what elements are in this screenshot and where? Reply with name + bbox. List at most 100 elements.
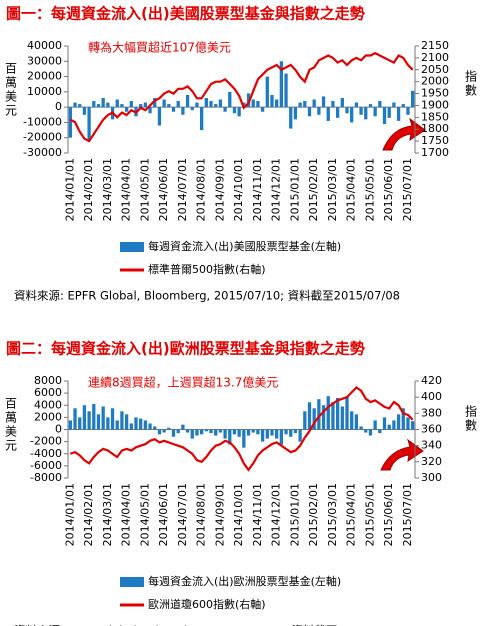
bar — [326, 396, 330, 430]
x-tick-label: 2014/02/01 — [82, 483, 95, 546]
bar — [124, 414, 129, 430]
bar — [223, 107, 227, 112]
bar — [148, 423, 152, 430]
bar — [303, 101, 307, 108]
y-tick-label: -4000 — [30, 447, 62, 460]
bar — [265, 76, 269, 108]
x-tick-label: 2015/04/01 — [345, 483, 358, 546]
bar — [228, 429, 232, 445]
x-tick-label: 2014/04/01 — [120, 483, 133, 546]
legend-label: 每週資金流入(出)美國股票型基金(左軸) — [148, 239, 341, 253]
chart-title: 圖一：每週資金流入(出)美國股票型基金與指數之走勢 — [6, 5, 365, 23]
bar — [181, 424, 185, 430]
bar — [354, 414, 359, 430]
bar — [335, 107, 340, 118]
bar — [354, 102, 359, 108]
bar — [209, 429, 213, 434]
x-tick-label: 2014/01/01 — [63, 483, 76, 546]
bar — [120, 104, 124, 108]
bar — [96, 104, 101, 108]
bar — [143, 420, 148, 430]
y2-axis-label: 指數 — [464, 69, 478, 98]
bar — [364, 107, 368, 120]
bar — [364, 429, 368, 433]
bar — [359, 426, 363, 430]
bar — [275, 429, 279, 439]
y-tick-label: 40000 — [27, 39, 62, 52]
bar — [181, 107, 185, 115]
bar — [176, 101, 180, 108]
bar — [185, 429, 190, 433]
bar — [223, 429, 227, 439]
bar — [242, 102, 246, 108]
bar — [78, 417, 82, 430]
bar — [265, 429, 269, 439]
bar — [335, 397, 340, 430]
bar — [129, 423, 133, 430]
bar — [237, 107, 241, 117]
bar — [317, 399, 321, 430]
y2-tick-label: 400 — [421, 390, 442, 403]
bar — [289, 107, 293, 129]
bar — [167, 104, 171, 108]
bar — [378, 101, 382, 108]
bar — [190, 107, 194, 111]
bar — [411, 90, 415, 108]
x-tick-label: 2014/11/01 — [251, 483, 264, 546]
x-tick-label: 2014/09/01 — [213, 158, 226, 221]
bar — [73, 408, 77, 430]
bar — [401, 104, 405, 108]
legend-label: 每週資金流入(出)歐洲股票型基金(左軸) — [148, 574, 341, 588]
y2-tick-label: 1700 — [421, 146, 449, 159]
bar — [312, 408, 316, 430]
bar — [115, 99, 119, 108]
bar — [246, 429, 251, 436]
bar — [359, 107, 363, 115]
bar — [345, 396, 349, 430]
x-tick-label: 2014/07/01 — [176, 483, 189, 546]
bar — [195, 429, 199, 436]
y2-axis-label: 指數 — [464, 404, 478, 433]
x-tick-label: 2014/06/01 — [157, 158, 170, 221]
bar — [307, 402, 312, 430]
bar — [298, 102, 302, 108]
bar — [331, 402, 335, 430]
bar — [218, 99, 223, 108]
bar — [251, 99, 255, 108]
arrow-icon — [380, 438, 424, 471]
bar — [82, 107, 87, 115]
bar — [382, 107, 387, 124]
bar — [406, 107, 410, 115]
bar — [167, 427, 171, 430]
bar — [228, 91, 232, 108]
bar — [321, 405, 326, 430]
x-tick-label: 2015/06/01 — [382, 158, 395, 221]
y2-tick-label: 380 — [421, 406, 442, 419]
x-tick-label: 2015/06/01 — [382, 483, 395, 546]
x-tick-label: 2015/01/01 — [288, 158, 301, 221]
bar — [78, 104, 82, 108]
bar — [382, 417, 387, 430]
bar — [321, 96, 326, 108]
y2-tick-label: 1950 — [421, 87, 449, 100]
x-tick-label: 2014/08/01 — [195, 158, 208, 221]
bar — [401, 408, 405, 430]
bar — [139, 104, 143, 108]
x-tick-label: 2014/10/01 — [232, 483, 245, 546]
annotation: 連續8週買超，上週買超13.7億美元 — [88, 375, 278, 390]
x-tick-label: 2015/05/01 — [363, 158, 376, 221]
source-note: 資料來源: EPFR Global , Bloomberg, 2015/07/1… — [14, 624, 404, 626]
y2-tick-label: 320 — [421, 455, 442, 468]
bar — [368, 429, 373, 436]
bar — [392, 420, 396, 430]
bar — [162, 99, 166, 108]
bar — [396, 107, 401, 121]
bar — [214, 429, 218, 436]
x-tick-label: 2015/07/01 — [401, 483, 414, 546]
bar — [260, 107, 265, 112]
bar — [326, 107, 330, 121]
y2-tick-label: 360 — [421, 423, 442, 436]
bar — [200, 429, 204, 435]
y2-tick-label: 1750 — [421, 134, 449, 147]
